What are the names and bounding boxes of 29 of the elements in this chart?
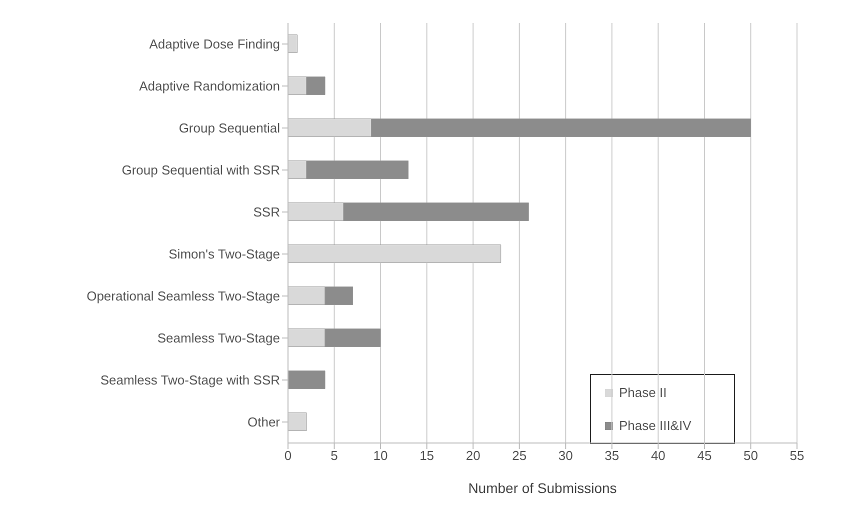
x-tick-label: 5	[330, 448, 338, 464]
bar	[288, 370, 326, 390]
x-tick-label: 0	[284, 448, 292, 464]
x-tick-label: 15	[420, 448, 434, 464]
y-tick-label: Operational Seamless Two-Stage	[86, 288, 280, 304]
x-tick-label: 30	[558, 448, 573, 464]
y-tick-label: Simon's Two-Stage	[168, 246, 280, 262]
x-tick-label: 45	[697, 448, 712, 464]
legend-label: Phase III&IV	[618, 418, 692, 433]
x-tick-label: 40	[650, 448, 666, 464]
y-tick-label: Group Sequential	[178, 120, 280, 136]
y-tick-label: Seamless Two-Stage	[157, 330, 280, 346]
x-tick-label: 25	[512, 448, 527, 464]
bar	[288, 244, 502, 264]
bar	[288, 34, 298, 54]
x-axis-title: Number of Submissions	[468, 480, 617, 496]
y-tick-label: Seamless Two-Stage with SSR	[100, 372, 280, 388]
x-tick-label: 55	[790, 448, 804, 464]
y-tick-label: Adaptive Dose Finding	[149, 36, 280, 52]
y-tick-label: Group Sequential with SSR	[122, 162, 280, 178]
y-tick-label: Other	[247, 414, 281, 430]
bar	[288, 412, 307, 432]
x-tick-label: 50	[743, 448, 758, 464]
x-tick-label: 20	[466, 448, 480, 464]
legend-label: Phase II	[618, 385, 668, 400]
x-tick-label: 10	[373, 448, 388, 464]
x-tick-label: 35	[604, 448, 620, 464]
y-tick-label: SSR	[253, 204, 280, 220]
y-tick-label: Adaptive Randomization	[139, 78, 280, 94]
